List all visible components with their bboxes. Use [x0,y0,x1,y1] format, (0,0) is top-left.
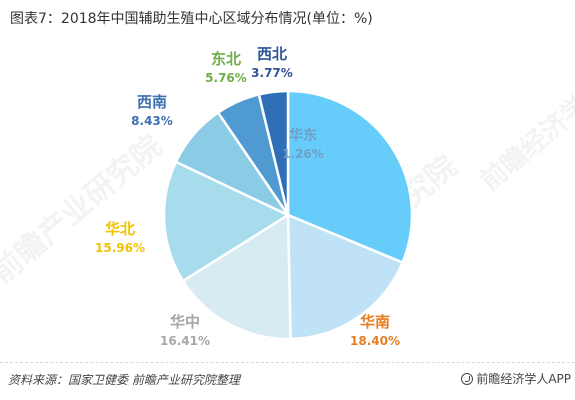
slice-name-label: 西南 [137,93,167,111]
slice-name-label: 华东 [289,127,317,144]
slice-name-label: 西北 [257,45,287,63]
slice-value-label: 8.43% [131,114,173,128]
footer-divider [0,362,575,363]
slice-name-label: 东北 [211,50,241,68]
chart-title: 图表7：2018年中国辅助生殖中心区域分布情况(单位：%) [10,11,373,27]
slice-name-label: 华南 [360,313,390,331]
pie-slice-西北 [257,89,290,216]
logo-text: 前瞻经济学人APP [476,372,571,386]
slice-value-label: 16.41% [160,334,210,348]
slice-value-label: 5.76% [205,71,247,85]
pie-slice-华中 [181,212,292,341]
slice-value-label: 1.26% [282,147,324,161]
slice-value-label: 3.77% [251,66,293,80]
source-note: 资料来源：国家卫健委 前瞻产业研究院整理 [8,373,240,387]
slice-name-label: 华中 [170,313,200,331]
pie-slice-华东 [286,89,414,265]
app-logo: 前瞻经济学人APP [461,370,571,387]
pie-slice-华南 [286,213,405,341]
slice-value-label: 18.40% [350,334,400,348]
slice-name-label: 华北 [105,220,135,238]
slice-value-label: 15.96% [95,241,145,255]
logo-icon [461,372,474,385]
pie-slice-华北 [162,160,291,283]
